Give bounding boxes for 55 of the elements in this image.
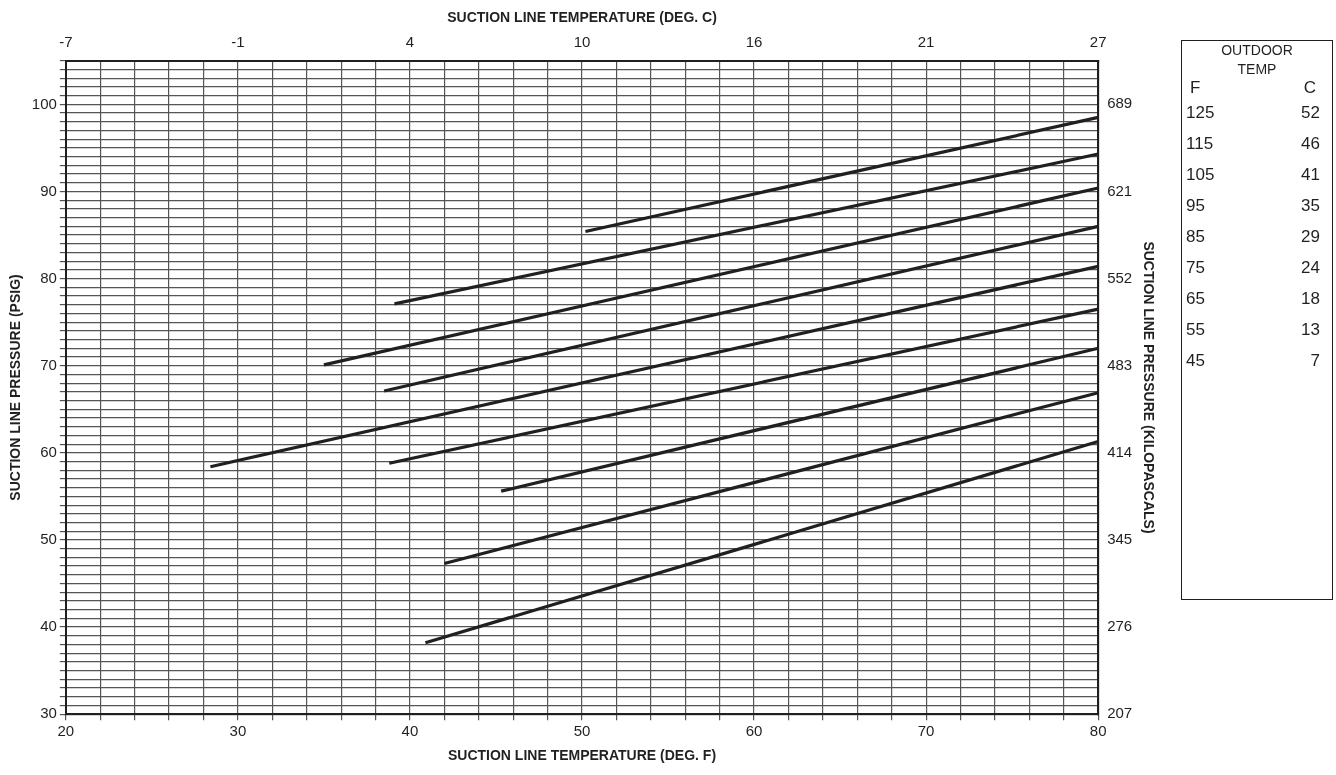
x2-axis-title: SUCTION LINE TEMPERATURE (DEG. C) [447,9,717,26]
y-tick-label: 40 [40,617,57,635]
x-tick-label: 30 [229,722,247,740]
y2-tick-label: 483 [1107,355,1133,373]
y-tick-label: 30 [40,704,57,722]
y-axis-title: SUCTION LINE PRESSURE (PSIG) [7,274,24,501]
text: 55 [1186,319,1205,341]
text: 45 [1186,350,1205,372]
text: 105 [1186,164,1215,186]
x-tick-label: 70 [917,722,935,740]
y2-tick-label: 552 [1107,268,1133,286]
text: 65 [1186,288,1205,310]
y2-tick-label: 276 [1107,617,1133,635]
y-tick-label: 80 [40,268,57,286]
y2-tick-label: 207 [1107,704,1133,722]
y-tick-label: 90 [40,181,57,199]
text: 95 [1186,195,1205,217]
text: F [1190,78,1201,97]
x-tick-label: 40 [401,722,419,740]
y-tick-label: 60 [40,442,57,460]
x-axis-title: SUCTION LINE TEMPERATURE (DEG. F) [447,747,717,764]
text: OUTDOOR TEMP [1220,41,1294,79]
x2-tick-label: 21 [917,32,935,50]
text: 18 [1301,288,1320,310]
x-tick-label: 80 [1089,722,1107,740]
y2-axis-title: SUCTION LINE PRESSURE (KILOPASCALS) [1140,241,1157,534]
x-tick-label: 50 [573,722,591,740]
text: 75 [1186,257,1205,279]
y-tick-label: 100 [31,94,57,112]
x2-tick-label: 16 [745,32,763,50]
y2-tick-label: 414 [1107,442,1133,460]
x2-tick-label: 10 [573,32,591,50]
text: C [1303,78,1316,97]
text: 7 [1310,350,1320,372]
y2-tick-label: 621 [1107,181,1133,199]
x2-tick-label: 4 [405,32,415,50]
text: 24 [1301,257,1320,279]
text: 29 [1301,226,1320,248]
x2-tick-label: -7 [59,32,73,50]
y-tick-label: 50 [40,530,57,548]
text: 41 [1301,164,1320,186]
text: 115 [1186,133,1214,155]
y2-tick-label: 345 [1107,530,1133,548]
text: 85 [1186,226,1205,248]
text: 13 [1301,319,1320,341]
y-tick-label: 70 [40,355,57,373]
x-tick-label: 20 [57,722,75,740]
x2-tick-label: 27 [1089,32,1107,50]
text: 125 [1186,102,1215,124]
x-tick-label: 60 [745,722,763,740]
x2-tick-label: -1 [231,32,245,50]
text: 35 [1301,195,1320,217]
text: 52 [1301,102,1320,124]
y2-tick-label: 689 [1107,94,1133,112]
text: 46 [1301,133,1320,155]
